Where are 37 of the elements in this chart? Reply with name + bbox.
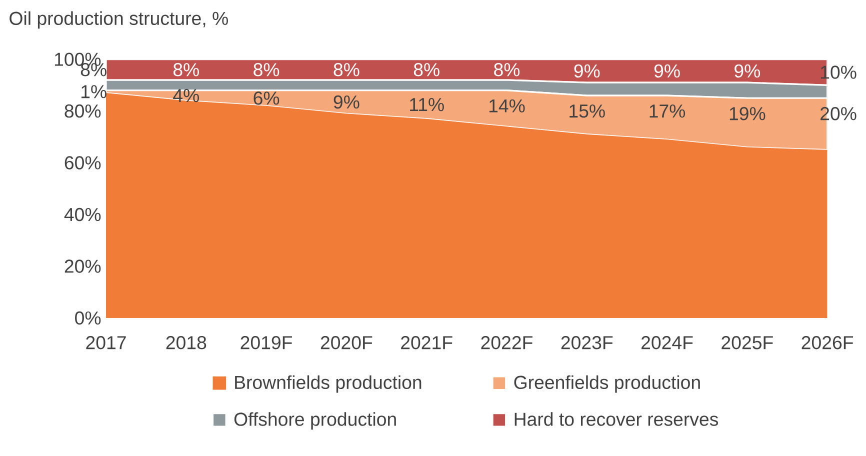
y-tick-label: 0% xyxy=(75,311,101,325)
x-tick-label: 2020F xyxy=(320,336,372,350)
legend-label: Hard to recover reserves xyxy=(514,412,718,426)
y-tick-label: 60% xyxy=(64,156,101,170)
data-label: 19% xyxy=(730,107,766,120)
x-tick-label: 2026F xyxy=(802,336,854,350)
x-tick-label: 2023F xyxy=(561,336,613,350)
y-tick-label: 80% xyxy=(64,104,101,118)
data-label: 14% xyxy=(489,99,525,112)
data-label: 8% xyxy=(173,63,199,76)
data-label: 11% xyxy=(410,98,444,112)
x-tick-label: 2024F xyxy=(642,336,693,350)
data-label: 4% xyxy=(173,88,199,102)
data-label: 9% xyxy=(654,64,680,78)
x-tick-label: 2017 xyxy=(86,336,126,350)
data-label: 9% xyxy=(734,64,760,78)
x-tick-label: 2021F xyxy=(401,336,452,350)
chart-title: Oil production structure, % xyxy=(10,11,228,29)
data-label: 8% xyxy=(334,63,360,76)
y-tick-label: 20% xyxy=(64,260,101,273)
x-tick-label: 2018 xyxy=(166,336,206,350)
legend-label: Brownfields production xyxy=(235,375,422,393)
x-tick-label: 2019F xyxy=(240,336,292,350)
data-label: 8% xyxy=(494,63,520,76)
data-label: 8% xyxy=(414,63,440,76)
data-label: 17% xyxy=(650,104,686,118)
legend-label: Offshore production xyxy=(234,412,396,430)
data-label: 6% xyxy=(254,92,280,105)
x-tick-label: 2025F xyxy=(722,336,773,350)
x-tick-label: 2022F xyxy=(481,336,532,350)
data-label: 9% xyxy=(334,95,360,109)
data-label: 9% xyxy=(574,64,600,78)
data-label: 15% xyxy=(570,104,605,118)
y-tick-label: 40% xyxy=(64,208,101,222)
data-label: 1% xyxy=(82,85,106,98)
data-label: 8% xyxy=(254,63,280,76)
legend-label: Greenfields production xyxy=(514,375,700,393)
